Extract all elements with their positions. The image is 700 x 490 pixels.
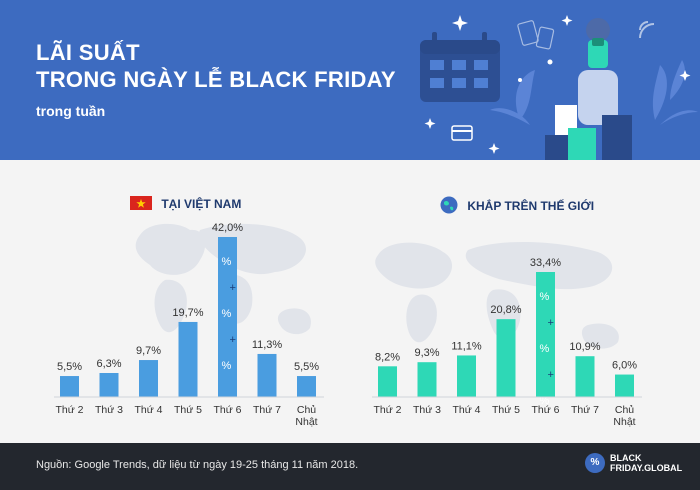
- calendar-icon: [420, 32, 500, 102]
- data-label: 20,8%: [490, 304, 521, 316]
- bar-vietnam-6: [297, 376, 316, 397]
- sparkle-icons: [424, 15, 691, 154]
- data-label: 5,5%: [57, 361, 82, 373]
- chart-title-world-text: KHẮP TRÊN THẾ GIỚI: [467, 199, 595, 213]
- highlight-decoration: % +% +%: [540, 291, 554, 407]
- header-banner: LÃI SUẤT TRONG NGÀY LỄ BLACK FRIDAY tron…: [0, 0, 700, 160]
- x-tick-label: Thứ 7: [571, 404, 599, 416]
- bar-chart-world: 8,2% Thứ 2 9,3% Thứ 3 11,1% Thứ 4 20,8% Thứ 5% +…: [372, 257, 642, 428]
- bar-world-1: [417, 362, 437, 397]
- brand-logo: % BLACK FRIDAY.GLOBAL: [585, 453, 683, 473]
- data-label: 8,2%: [375, 351, 400, 363]
- globe-icon: [440, 196, 458, 214]
- bar-world-6: [615, 374, 634, 397]
- bar-vietnam-3: [178, 321, 198, 397]
- svg-text:%: %: [540, 291, 550, 303]
- bar-vietnam-5: [257, 353, 277, 397]
- x-tick-label: Thứ 5: [492, 404, 520, 416]
- chart-title-world: KHẮP TRÊN THẾ GIỚI: [440, 196, 594, 214]
- svg-text:+: +: [548, 369, 554, 381]
- data-label: 19,7%: [172, 307, 203, 319]
- data-label: 9,7%: [136, 345, 161, 357]
- footer: Nguồn: Google Trends, dữ liệu từ ngày 19…: [0, 443, 700, 490]
- chart-title-vietnam-text: TẠI VIỆT NAM: [161, 197, 242, 211]
- header-illustration: [420, 15, 698, 160]
- data-label: 11,1%: [451, 340, 482, 352]
- bar-world-3: [496, 319, 516, 397]
- svg-text:+: +: [548, 317, 554, 329]
- x-tick-label: Thứ 3: [413, 404, 441, 416]
- svg-text:%: %: [222, 308, 232, 320]
- world-map-background: [375, 241, 619, 349]
- wifi-icon: [639, 21, 655, 39]
- bar-vietnam-1: [99, 373, 119, 397]
- chart-title-vietnam: TẠI VIỆT NAM: [130, 196, 241, 211]
- x-tick-label: Nhật: [613, 416, 635, 428]
- x-tick-label: Chủ: [615, 404, 634, 416]
- x-tick-label: Thứ 6: [531, 404, 559, 416]
- brand-name: BLACK FRIDAY.GLOBAL: [610, 453, 683, 473]
- bar-vietnam-0: [60, 376, 79, 397]
- data-label: 33,4%: [530, 257, 561, 269]
- svg-text:%: %: [540, 395, 550, 407]
- svg-text:%: %: [540, 343, 550, 355]
- svg-text:%: %: [222, 360, 232, 372]
- x-tick-label: Thứ 2: [55, 404, 83, 416]
- svg-text:+: +: [230, 334, 236, 346]
- page-subtitle: trong tuần: [36, 103, 106, 119]
- bar-world-2: [457, 355, 476, 397]
- x-tick-label: Chủ: [297, 404, 316, 416]
- data-label: 5,5%: [294, 361, 319, 373]
- x-tick-label: Thứ 5: [174, 404, 202, 416]
- x-tick-label: Thứ 4: [452, 404, 480, 416]
- brand-badge-icon: %: [585, 453, 605, 473]
- data-label: 6,0%: [612, 360, 637, 372]
- shopper-illustration: [545, 18, 632, 160]
- page-title-line1: LÃI SUẤT: [36, 40, 140, 65]
- bar-world-0: [378, 366, 397, 397]
- vietnam-flag-icon: [130, 196, 152, 210]
- bar-world-4: [536, 272, 555, 397]
- price-tag-icon: [517, 20, 555, 50]
- x-tick-label: Nhật: [295, 416, 317, 428]
- x-tick-label: Thứ 6: [213, 404, 241, 416]
- bar-world-5: [575, 356, 595, 397]
- source-note: Nguồn: Google Trends, dữ liệu từ ngày 19…: [36, 459, 359, 471]
- data-label: 10,9%: [569, 341, 600, 353]
- x-tick-label: Thứ 7: [253, 404, 281, 416]
- highlight-decoration: % +% +%: [222, 256, 236, 372]
- chart-world: KHẮP TRÊN THẾ GIỚI 8,2% Thứ 2 9,3% Thứ 3 11,…: [358, 160, 658, 443]
- bar-vietnam-2: [139, 360, 158, 397]
- bar-chart-vietnam: 5,5% Thứ 2 6,3% Thứ 3 9,7% Thứ 4 19,7% Thứ 5% +%…: [54, 222, 324, 428]
- credit-card-icon: [451, 125, 473, 141]
- data-label: 42,0%: [212, 222, 243, 234]
- data-label: 6,3%: [96, 358, 121, 370]
- svg-text:+: +: [230, 282, 236, 294]
- x-tick-label: Thứ 2: [373, 404, 401, 416]
- data-label: 9,3%: [414, 347, 439, 359]
- x-tick-label: Thứ 3: [95, 404, 123, 416]
- page-title-line2: TRONG NGÀY LỄ BLACK FRIDAY: [36, 67, 396, 92]
- bar-vietnam-4: [218, 237, 237, 397]
- charts-panel: TẠI VIỆT NAM 5,5% Thứ 2 6,3% Thứ 3 9,7% Thứ 4…: [0, 160, 700, 443]
- data-label: 11,3%: [252, 339, 283, 351]
- x-tick-label: Thứ 4: [134, 404, 162, 416]
- svg-text:%: %: [222, 256, 232, 268]
- chart-vietnam: TẠI VIỆT NAM 5,5% Thứ 2 6,3% Thứ 3 9,7% Thứ 4…: [40, 160, 330, 443]
